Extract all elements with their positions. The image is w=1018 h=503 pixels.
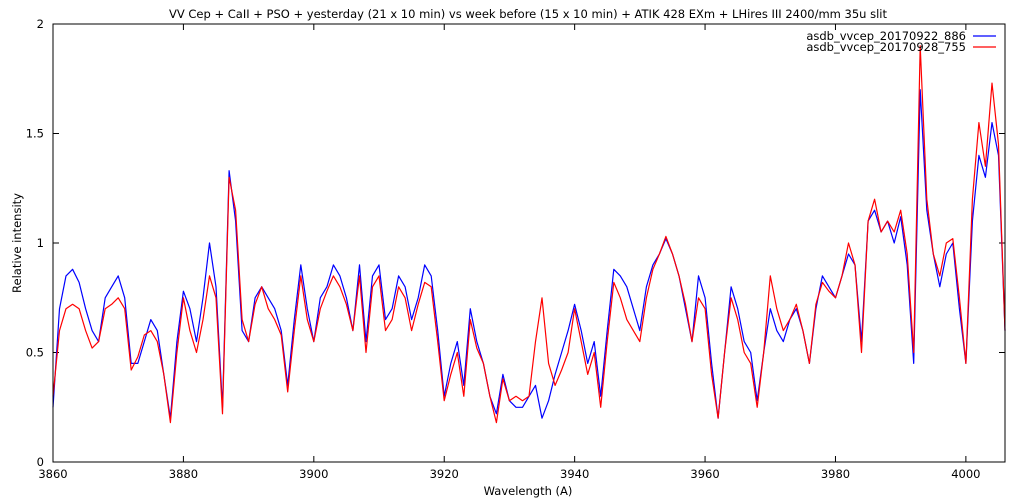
x-tick-label: 3960 (690, 467, 719, 481)
plot-border (52, 23, 1006, 463)
axis-ticks: 3860 3880 3900 3920 3940 3960 3980 4000 0 0.5 1 1.5… (26, 17, 1005, 481)
x-axis-label: Wavelength (A) (484, 484, 573, 498)
chart-title: VV Cep + CaII + PSO + yesterday (21 x 10… (169, 7, 887, 21)
x-tick-label: 3980 (821, 467, 850, 481)
y-tick-label: 0 (37, 455, 44, 469)
x-tick-label: 3860 (38, 467, 67, 481)
x-tick-label: 3900 (299, 467, 328, 481)
y-tick-label: 0.5 (26, 346, 44, 360)
legend: asdb_vvcep_20170922_886asdb_vvcep_201709… (806, 29, 996, 54)
series-lines (52, 45, 1006, 424)
y-axis-label: Relative intensity (10, 193, 24, 293)
x-tick-label: 3920 (430, 467, 459, 481)
legend-label: asdb_vvcep_20170928_755 (806, 40, 966, 54)
series-line-2 (52, 45, 1006, 424)
y-tick-label: 1 (37, 236, 44, 250)
x-tick-label: 4000 (951, 467, 980, 481)
x-tick-label: 3880 (169, 467, 198, 481)
legend-label: asdb_vvcep_20170922_886 (806, 29, 966, 43)
series-line-1 (52, 89, 1006, 419)
y-tick-label: 2 (37, 17, 44, 31)
y-tick-label: 1.5 (26, 127, 44, 141)
x-tick-label: 3940 (560, 467, 589, 481)
